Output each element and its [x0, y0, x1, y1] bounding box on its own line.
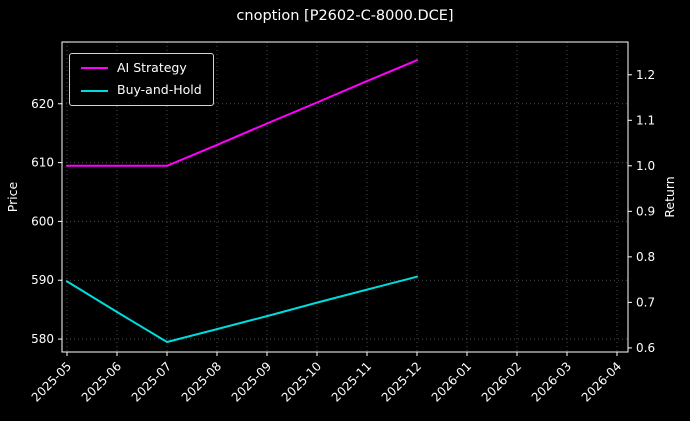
y-left-tick-label: 610	[31, 156, 54, 170]
y-right-tick-label: 1.1	[636, 113, 655, 127]
x-tick-label: 2026-01	[429, 359, 474, 404]
y-left-tick-label: 580	[31, 332, 54, 346]
legend-item-ai-strategy: AI Strategy	[81, 60, 202, 75]
legend-line-ai-strategy	[81, 67, 108, 70]
y-right-axis-label: Return	[662, 176, 677, 217]
chart-title: cnoption [P2602-C-8000.DCE]	[236, 8, 454, 24]
x-tick-label: 2025-08	[179, 359, 224, 404]
x-tick-label: 2025-09	[229, 359, 274, 404]
legend: AI Strategy Buy-and-Hold	[69, 53, 214, 106]
y-right-tick-label: 1.2	[636, 68, 655, 82]
x-tick-label: 2026-02	[479, 359, 524, 404]
y-right-tick-label: 0.8	[636, 250, 655, 264]
y-left-tick-label: 590	[31, 273, 54, 287]
series-buy-and-hold	[66, 275, 418, 343]
legend-line-buy-and-hold	[81, 89, 108, 92]
legend-label-buy-and-hold: Buy-and-Hold	[117, 82, 202, 98]
x-tick-label: 2025-12	[379, 359, 424, 404]
x-tick-label: 2025-11	[329, 359, 374, 404]
y-right-tick-label: 1.0	[636, 159, 655, 173]
y-right-tick-label: 0.6	[636, 341, 655, 355]
plot-border	[61, 41, 629, 353]
x-tick-label: 2025-10	[279, 359, 324, 404]
x-tick-label: 2026-03	[529, 359, 574, 404]
series-ai-strategy	[66, 59, 418, 167]
y-left-tick-label: 620	[31, 97, 54, 111]
y-right-tick-label: 0.9	[636, 204, 655, 218]
x-tick-label: 2025-07	[129, 359, 174, 404]
x-tick-label: 2025-06	[79, 359, 124, 404]
x-tick-label: 2025-05	[29, 359, 74, 404]
y-left-axis-label: Price	[5, 181, 20, 212]
legend-item-buy-and-hold: Buy-and-Hold	[81, 82, 202, 98]
y-left-tick-label: 600	[31, 214, 54, 228]
legend-label-ai-strategy: AI Strategy	[117, 60, 187, 75]
x-tick-label: 2026-04	[579, 359, 624, 404]
y-right-tick-label: 0.7	[636, 295, 655, 309]
